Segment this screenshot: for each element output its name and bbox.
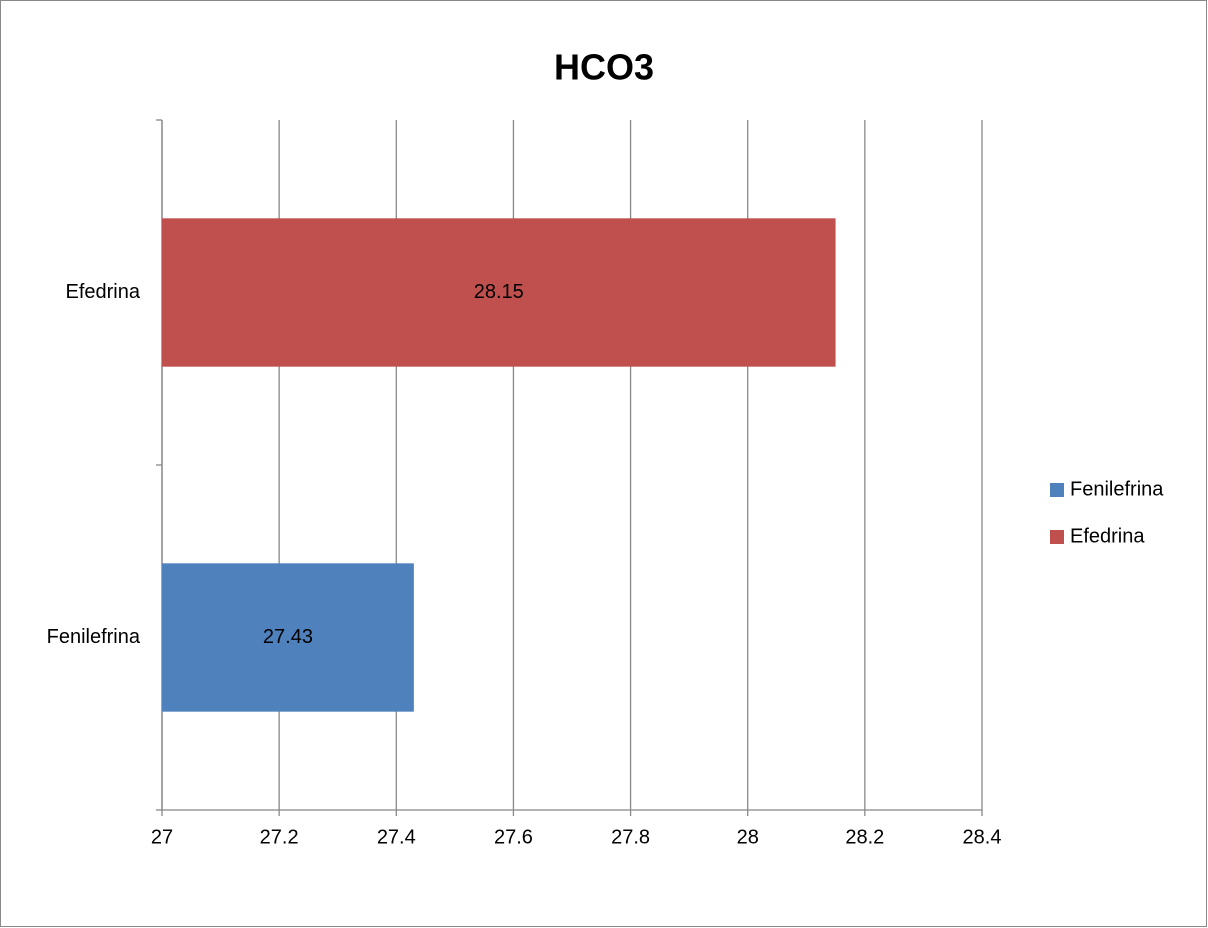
data-label: 27.43	[263, 626, 313, 648]
chart-title: HCO3	[554, 47, 654, 88]
data-label: 28.15	[474, 281, 524, 303]
bar	[162, 218, 836, 367]
y-tick-label: Fenilefrina	[47, 626, 141, 648]
legend-swatch	[1050, 530, 1064, 544]
x-tick-label: 27.2	[260, 826, 299, 848]
x-tick-label: 28.4	[963, 826, 1002, 848]
x-tick-label: 28	[737, 826, 759, 848]
legend-label: Fenilefrina	[1070, 478, 1164, 500]
x-tick-label: 27	[151, 826, 173, 848]
x-tick-label: 28.2	[845, 826, 884, 848]
legend-label: Efedrina	[1070, 525, 1145, 547]
legend-swatch	[1050, 483, 1064, 497]
x-tick-label: 27.8	[611, 826, 650, 848]
x-tick-label: 27.6	[494, 826, 533, 848]
x-tick-label: 27.4	[377, 826, 416, 848]
bar	[162, 563, 414, 712]
y-tick-label: Efedrina	[66, 281, 141, 303]
